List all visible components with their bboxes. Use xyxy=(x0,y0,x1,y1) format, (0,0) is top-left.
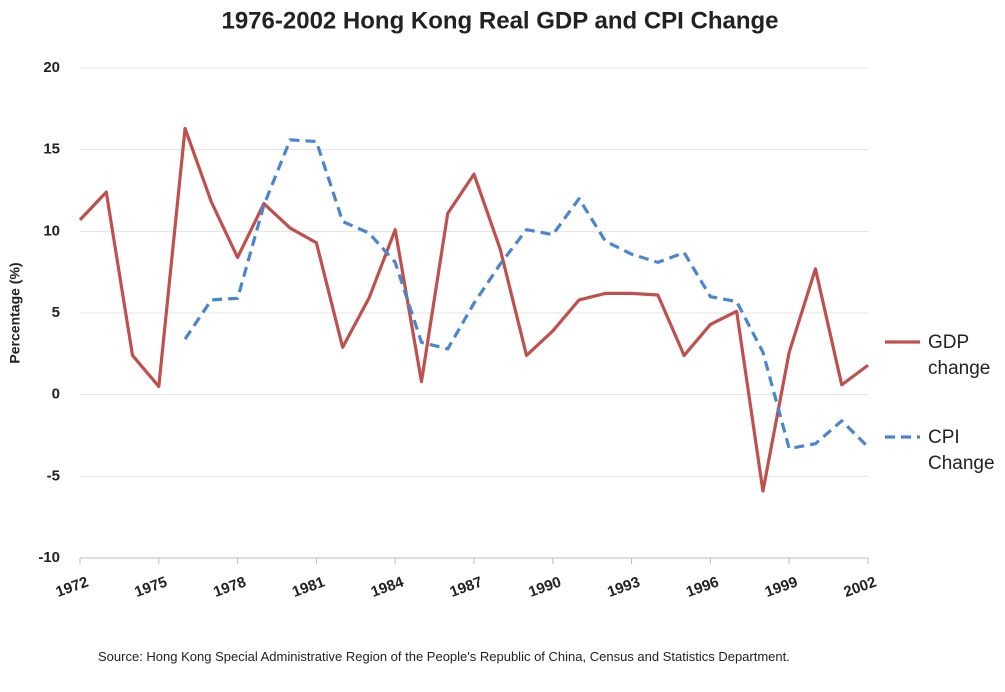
x-tick-label: 1999 xyxy=(763,574,800,601)
y-tick-label: 0 xyxy=(52,386,60,403)
y-tick-label: 10 xyxy=(43,222,60,239)
x-tick-label: 1972 xyxy=(54,574,91,601)
x-tick-label: 1996 xyxy=(684,574,721,601)
y-tick-label: 15 xyxy=(43,141,60,158)
x-tick-label: 1987 xyxy=(448,574,485,601)
y-tick-label: -5 xyxy=(47,467,60,484)
legend-label: GDP change xyxy=(928,332,991,379)
x-tick-label: 1981 xyxy=(290,574,327,601)
x-tick-label: 1984 xyxy=(369,573,407,601)
y-tick-label: 5 xyxy=(52,304,60,321)
chart-title: 1976-2002 Hong Kong Real GDP and CPI Cha… xyxy=(221,7,778,34)
legend-label: CPI Change xyxy=(928,427,995,474)
y-tick-label: -10 xyxy=(38,549,60,566)
x-tick-label: 1975 xyxy=(132,574,169,601)
x-tick-label: 1990 xyxy=(526,574,563,601)
series-line xyxy=(78,126,869,493)
y-axis-label: Percentage (%) xyxy=(7,262,23,363)
y-tick-label: 20 xyxy=(43,59,60,76)
series-line xyxy=(183,138,870,451)
source-note: Source: Hong Kong Special Administrative… xyxy=(98,649,790,664)
x-tick-label: 2002 xyxy=(842,574,879,601)
x-tick-label: 1993 xyxy=(605,574,642,601)
x-tick-label: 1978 xyxy=(211,574,248,601)
